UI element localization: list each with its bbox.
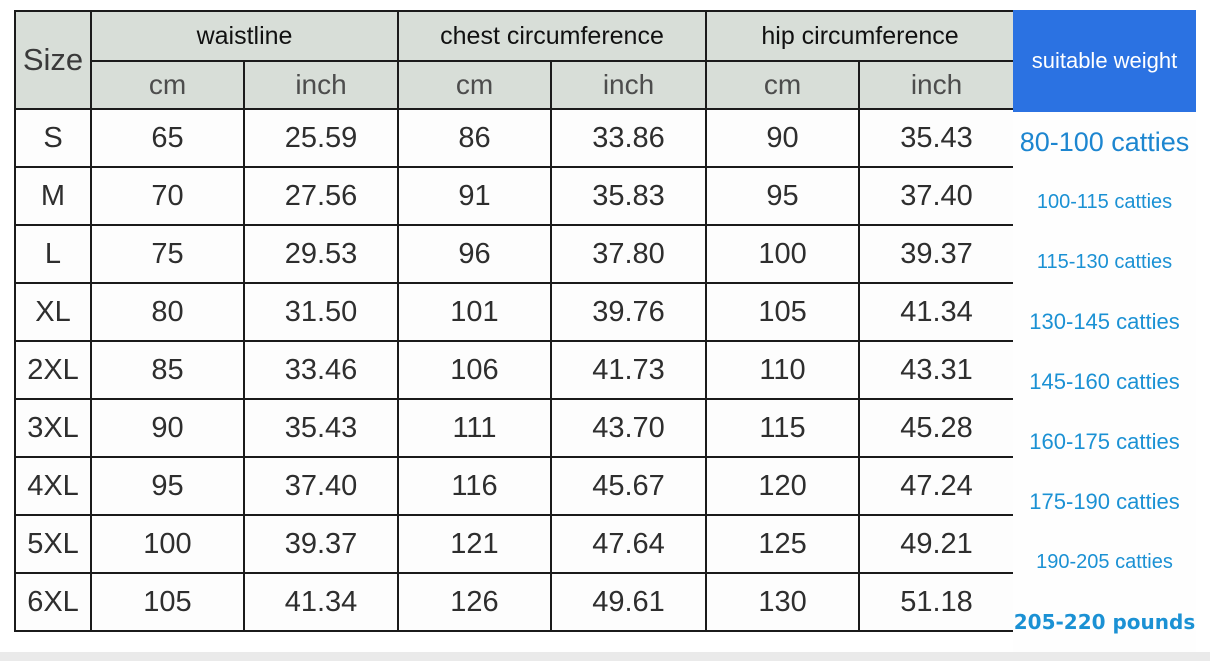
waist-cm-value: 75 — [90, 224, 245, 284]
table-row: 2XL 85 33.46 106 41.73 110 43.31 — [14, 340, 1016, 400]
hip-inch-value: 45.28 — [858, 398, 1016, 458]
table-row: XL 80 31.50 101 39.76 105 41.34 — [14, 282, 1016, 342]
table-row: M 70 27.56 91 35.83 95 37.40 — [14, 166, 1016, 226]
hip-cm-value: 120 — [705, 456, 861, 516]
waist-inch-value: 27.56 — [243, 166, 399, 226]
chest-group-header: chest circumference — [396, 10, 708, 62]
chest-cm-value: 106 — [397, 340, 552, 400]
weight-value: 80-100 catties — [1013, 112, 1196, 172]
chest-inch-value: 37.80 — [549, 224, 708, 284]
size-value: L — [14, 224, 92, 284]
waistline-group-header: waistline — [90, 10, 399, 62]
size-value: S — [14, 108, 92, 168]
chest-cm-value: 86 — [397, 108, 552, 168]
hip-inch-value: 49.21 — [858, 514, 1016, 574]
waist-inch-value: 39.37 — [243, 514, 399, 574]
size-value: XL — [14, 282, 92, 342]
waist-inch-value: 37.40 — [243, 456, 399, 516]
hip-cm-value: 110 — [705, 340, 861, 400]
waist-cm-value: 90 — [90, 398, 245, 458]
hip-cm-value: 90 — [705, 108, 861, 168]
waist-inch-value: 31.50 — [243, 282, 399, 342]
hip-inch-value: 51.18 — [858, 572, 1016, 632]
hip-inch-value: 47.24 — [858, 456, 1016, 516]
size-value: 4XL — [14, 456, 92, 516]
waist-cm-value: 100 — [90, 514, 245, 574]
hip-group-header: hip circumference — [705, 10, 1016, 62]
table-row: 3XL 90 35.43 111 43.70 115 45.28 — [14, 398, 1016, 458]
waist-cm-value: 85 — [90, 340, 245, 400]
hip-cm-value: 105 — [705, 282, 861, 342]
hip-cm-value: 95 — [705, 166, 861, 226]
weight-value: 160-175 catties — [1013, 412, 1196, 472]
hip-inch-header: inch — [858, 60, 1016, 110]
hip-inch-value: 37.40 — [858, 166, 1016, 226]
table-row: S 65 25.59 86 33.86 90 35.43 — [14, 108, 1016, 168]
size-value: 3XL — [14, 398, 92, 458]
size-value: 6XL — [14, 572, 92, 632]
table-row: L 75 29.53 96 37.80 100 39.37 — [14, 224, 1016, 284]
chest-cm-header: cm — [397, 60, 552, 110]
chest-inch-value: 33.86 — [549, 108, 708, 168]
waist-inch-value: 41.34 — [243, 572, 399, 632]
size-value: M — [14, 166, 92, 226]
table-row: 5XL 100 39.37 121 47.64 125 49.21 — [14, 514, 1016, 574]
chest-inch-value: 49.61 — [549, 572, 708, 632]
chest-cm-value: 91 — [397, 166, 552, 226]
hip-cm-header: cm — [705, 60, 861, 110]
chest-inch-value: 39.76 — [549, 282, 708, 342]
size-value: 2XL — [14, 340, 92, 400]
hip-cm-value: 100 — [705, 224, 861, 284]
chest-cm-value: 126 — [397, 572, 552, 632]
table-row: 6XL 105 41.34 126 49.61 130 51.18 — [14, 572, 1016, 632]
waist-cm-value: 95 — [90, 456, 245, 516]
chest-inch-header: inch — [549, 60, 708, 110]
weight-value: 175-190 catties — [1013, 472, 1196, 532]
weight-value: 100-115 catties — [1013, 172, 1196, 232]
chest-inch-value: 45.67 — [549, 456, 708, 516]
chest-inch-value: 43.70 — [549, 398, 708, 458]
waist-cm-value: 70 — [90, 166, 245, 226]
waist-inch-value: 25.59 — [243, 108, 399, 168]
size-column-header: Size — [14, 10, 92, 110]
waist-inch-value: 33.46 — [243, 340, 399, 400]
hip-cm-value: 130 — [705, 572, 861, 632]
chest-cm-value: 111 — [397, 398, 552, 458]
hip-inch-value: 39.37 — [858, 224, 1016, 284]
size-chart-table: Size waistline chest circumference hip c… — [14, 10, 1016, 632]
chest-cm-value: 121 — [397, 514, 552, 574]
waist-cm-value: 105 — [90, 572, 245, 632]
hip-inch-value: 41.34 — [858, 282, 1016, 342]
hip-cm-value: 125 — [705, 514, 861, 574]
bottom-margin-strip — [0, 652, 1210, 661]
chest-inch-value: 35.83 — [549, 166, 708, 226]
chest-cm-value: 96 — [397, 224, 552, 284]
hip-cm-value: 115 — [705, 398, 861, 458]
suitable-weight-header: suitable weight — [1013, 10, 1196, 112]
table-row: 4XL 95 37.40 116 45.67 120 47.24 — [14, 456, 1016, 516]
weight-value: 205-220 pounds — [1013, 592, 1196, 652]
chest-cm-value: 101 — [397, 282, 552, 342]
size-value: 5XL — [14, 514, 92, 574]
waist-cm-value: 80 — [90, 282, 245, 342]
waist-inch-value: 35.43 — [243, 398, 399, 458]
hip-inch-value: 43.31 — [858, 340, 1016, 400]
weight-value: 145-160 catties — [1013, 352, 1196, 412]
suitable-weight-column: suitable weight 80-100 catties 100-115 c… — [1013, 10, 1196, 652]
weight-value: 190-205 catties — [1013, 532, 1196, 592]
waist-cm-header: cm — [90, 60, 245, 110]
chest-inch-value: 41.73 — [549, 340, 708, 400]
hip-inch-value: 35.43 — [858, 108, 1016, 168]
waist-inch-value: 29.53 — [243, 224, 399, 284]
chest-cm-value: 116 — [397, 456, 552, 516]
weight-value: 115-130 catties — [1013, 232, 1196, 292]
waist-inch-header: inch — [243, 60, 399, 110]
waist-cm-value: 65 — [90, 108, 245, 168]
chest-inch-value: 47.64 — [549, 514, 708, 574]
weight-value: 130-145 catties — [1013, 292, 1196, 352]
